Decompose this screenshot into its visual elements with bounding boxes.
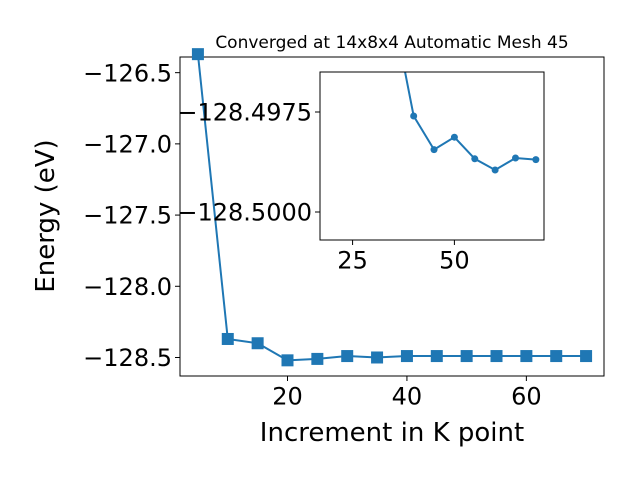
main-data-point [311, 352, 324, 365]
inset-data-point [390, 9, 397, 16]
main-series [191, 48, 593, 367]
inset-x-tick-label: 50 [439, 246, 470, 274]
inset-data-point [491, 166, 499, 174]
main-y-tick-label: −127.0 [83, 131, 172, 159]
inset-data-point [471, 155, 479, 163]
inset-series-line [404, 72, 536, 172]
main-data-point [460, 350, 473, 363]
main-data-point [550, 350, 563, 363]
main-y-tick-label: −126.5 [83, 59, 172, 87]
inset-plot-frame [319, 71, 545, 241]
main-data-point [371, 351, 384, 364]
main-plot-frame [179, 56, 605, 377]
y-axis-label: Energy (eV) [31, 139, 61, 292]
x-axis-label: Increment in K point [260, 418, 524, 448]
inset-plot: 25 50 −128.5000 −128.4975 [177, 9, 545, 275]
main-data-point [580, 350, 593, 363]
inset-plot-background [320, 72, 544, 240]
main-data-point [400, 350, 413, 363]
inset-data-point [430, 146, 438, 154]
main-data-point [430, 350, 443, 363]
inset-ticks: 25 50 −128.5000 −128.4975 [177, 99, 469, 275]
inset-y-tick-label: −128.5000 [177, 199, 312, 227]
main-ticks: 20 40 60 −128.5 −128.0 −127.5 −127.0 −126.5 [83, 59, 541, 410]
main-y-tick-label: −128.5 [83, 344, 172, 372]
inset-series [390, 9, 540, 174]
main-y-tick-label: −127.5 [83, 202, 172, 230]
inset-data-point [410, 112, 418, 120]
main-x-tick-label: 60 [511, 382, 542, 410]
main-data-point [191, 48, 204, 61]
inset-x-tick-label: 25 [337, 246, 368, 274]
main-data-point [281, 354, 294, 367]
chart-title: Converged at 14x8x4 Automatic Mesh 45 [215, 33, 568, 53]
inset-y-tick-label: −128.4975 [177, 99, 312, 127]
main-data-point [490, 350, 503, 363]
inset-data-point [532, 156, 540, 164]
main-plot: 20 40 60 −128.5 −128.0 −127.5 −127.0 −126.5 Con… [31, 33, 605, 448]
main-y-tick-label: −128.0 [83, 273, 172, 301]
main-x-tick-label: 20 [272, 382, 303, 410]
main-data-point [520, 350, 533, 363]
main-data-point [221, 332, 234, 345]
main-x-tick-label: 40 [392, 382, 423, 410]
main-data-point [341, 350, 354, 363]
inset-data-point [511, 154, 519, 162]
main-data-point [251, 337, 264, 350]
inset-data-point [450, 133, 458, 141]
